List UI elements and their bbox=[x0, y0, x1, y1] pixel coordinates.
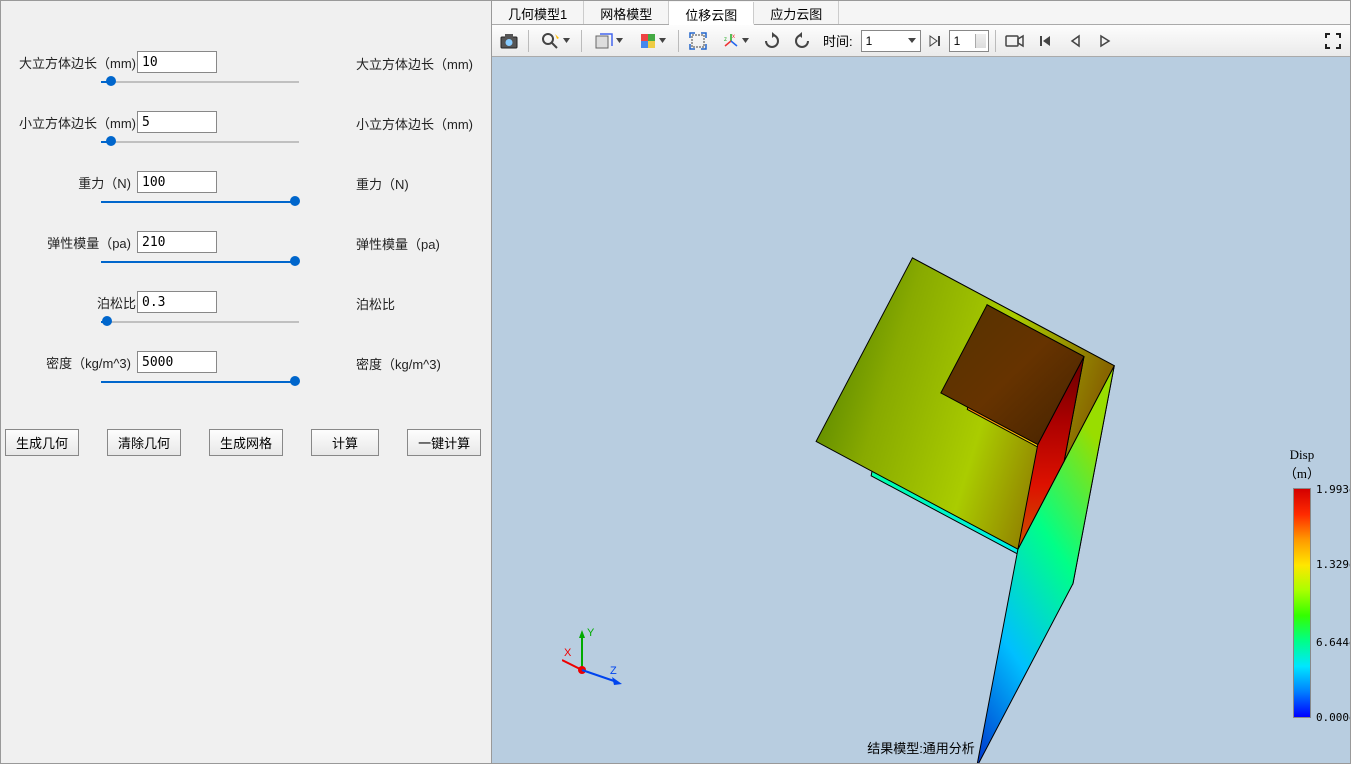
3d-viewport[interactable]: Y X Z Disp （m） 1.993e-111.329e-116.644e-… bbox=[492, 57, 1350, 763]
svg-text:x: x bbox=[732, 34, 735, 40]
svg-text:X: X bbox=[564, 647, 572, 659]
result-model-label: 结果模型:通用分析 bbox=[867, 738, 975, 757]
param-display-5: 密度（kg/m^3) bbox=[356, 351, 486, 373]
param-input-5[interactable] bbox=[137, 351, 217, 373]
tab-2[interactable]: 位移云图 bbox=[669, 2, 754, 25]
legend-tick: 1.329e-11 bbox=[1316, 558, 1350, 571]
parameter-panel: 大立方体边长（mm) 大立方体边长（mm) 小立方体边长（mm) bbox=[0, 0, 492, 764]
play-icon[interactable] bbox=[1092, 28, 1118, 54]
param-input-4[interactable] bbox=[137, 291, 217, 313]
clear-geometry-button[interactable]: 清除几何 bbox=[107, 429, 181, 456]
param-display-2: 重力（N) bbox=[356, 171, 486, 193]
param-slider-3[interactable] bbox=[101, 261, 299, 263]
viewport-panel: 几何模型1网格模型位移云图应力云图 zx bbox=[492, 0, 1351, 764]
generate-geometry-button[interactable]: 生成几何 bbox=[5, 429, 79, 456]
param-label-1: 小立方体边长（mm) bbox=[19, 113, 137, 132]
param-label-3: 弹性模量（pa) bbox=[47, 233, 137, 252]
legend-title: Disp （m） bbox=[1284, 447, 1320, 482]
prev-frame-icon[interactable] bbox=[1062, 28, 1088, 54]
tab-3[interactable]: 应力云图 bbox=[754, 1, 839, 24]
svg-text:Z: Z bbox=[610, 665, 617, 677]
tab-1[interactable]: 网格模型 bbox=[584, 1, 669, 24]
time-spin[interactable]: 1 bbox=[949, 30, 989, 52]
tab-0[interactable]: 几何模型1 bbox=[492, 1, 584, 24]
param-display-1: 小立方体边长（mm) bbox=[356, 111, 486, 133]
viewport-toolbar: zx 时间: 1 1 bbox=[492, 25, 1350, 57]
clip-plane-icon[interactable] bbox=[588, 28, 628, 54]
param-slider-1[interactable] bbox=[101, 141, 299, 143]
param-label-0: 大立方体边长（mm) bbox=[19, 53, 137, 72]
rotate-cw-icon[interactable] bbox=[759, 28, 785, 54]
render-style-icon[interactable] bbox=[632, 28, 672, 54]
first-frame-icon[interactable] bbox=[1032, 28, 1058, 54]
legend-colorbar: 1.993e-111.329e-116.644e-120.000e+00 bbox=[1293, 488, 1311, 718]
axis-triad: Y X Z bbox=[562, 620, 632, 693]
color-legend: Disp （m） 1.993e-111.329e-116.644e-120.00… bbox=[1284, 447, 1320, 718]
param-display-3: 弹性模量（pa) bbox=[356, 231, 486, 253]
legend-tick: 6.644e-12 bbox=[1316, 636, 1350, 649]
legend-tick: 0.000e+00 bbox=[1316, 711, 1350, 724]
zoom-icon[interactable] bbox=[535, 28, 575, 54]
svg-text:z: z bbox=[724, 37, 727, 43]
fit-view-icon[interactable] bbox=[685, 28, 711, 54]
param-display-4: 泊松比 bbox=[356, 291, 486, 313]
time-label: 时间: bbox=[823, 31, 853, 50]
param-label-4: 泊松比 bbox=[97, 293, 137, 312]
fullscreen-icon[interactable] bbox=[1320, 28, 1346, 54]
rotate-ccw-icon[interactable] bbox=[789, 28, 815, 54]
axis-orient-icon[interactable]: zx bbox=[715, 28, 755, 54]
param-slider-5[interactable] bbox=[101, 381, 299, 383]
param-input-0[interactable] bbox=[137, 51, 217, 73]
param-slider-2[interactable] bbox=[101, 201, 299, 203]
param-label-2: 重力（N) bbox=[69, 173, 137, 192]
param-input-2[interactable] bbox=[137, 171, 217, 193]
result-tabs: 几何模型1网格模型位移云图应力云图 bbox=[492, 1, 1350, 25]
time-combo[interactable]: 1 bbox=[861, 30, 921, 52]
action-button-row: 生成几何 清除几何 生成网格 计算 一键计算 bbox=[1, 429, 491, 456]
legend-tick: 1.993e-11 bbox=[1316, 483, 1350, 496]
param-slider-0[interactable] bbox=[101, 81, 299, 83]
last-frame-icon[interactable] bbox=[925, 28, 945, 54]
param-input-3[interactable] bbox=[137, 231, 217, 253]
generate-mesh-button[interactable]: 生成网格 bbox=[209, 429, 283, 456]
param-display-0: 大立方体边长（mm) bbox=[356, 51, 486, 73]
one-click-compute-button[interactable]: 一键计算 bbox=[407, 429, 481, 456]
camera-icon[interactable] bbox=[1002, 28, 1028, 54]
param-label-5: 密度（kg/m^3) bbox=[41, 353, 137, 372]
snapshot-icon[interactable] bbox=[496, 28, 522, 54]
param-slider-4[interactable] bbox=[101, 321, 299, 323]
param-input-1[interactable] bbox=[137, 111, 217, 133]
compute-button[interactable]: 计算 bbox=[311, 429, 379, 456]
svg-text:Y: Y bbox=[587, 627, 595, 639]
